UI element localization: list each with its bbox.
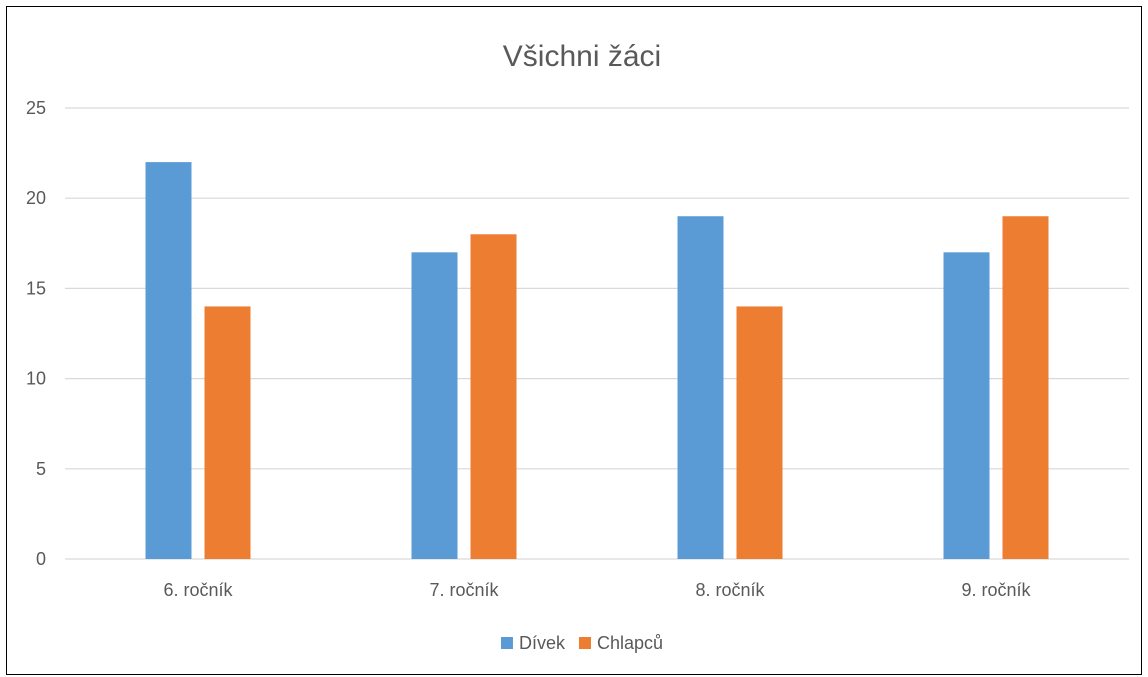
- legend-swatch-2: [578, 637, 591, 649]
- bar-Chlapců-3: [736, 306, 783, 559]
- bar-Dívek-1: [145, 162, 192, 559]
- chart-title: Všichni žáci: [503, 40, 661, 73]
- x-tick-label: 9. ročník: [961, 580, 1031, 600]
- legend: Dívek Chlapců: [500, 633, 663, 653]
- bar-Chlapců-4: [1002, 216, 1049, 560]
- y-tick-label: 25: [26, 98, 46, 118]
- legend-label: Chlapců: [597, 633, 663, 653]
- bar-Dívek-2: [411, 252, 458, 559]
- y-tick-label: 5: [36, 459, 46, 479]
- legend-label: Dívek: [519, 633, 566, 653]
- bar-Chlapců-1: [204, 306, 251, 559]
- bar-Dívek-4: [943, 252, 990, 559]
- bar-Dívek-3: [677, 216, 724, 560]
- y-tick-label: 15: [26, 278, 46, 298]
- bars: [145, 162, 1049, 560]
- x-tick-label: 8. ročník: [695, 580, 765, 600]
- y-axis-ticks: 0 5 10 15 20 25: [26, 98, 46, 569]
- y-tick-label: 10: [26, 369, 46, 389]
- y-tick-label: 0: [36, 549, 46, 569]
- legend-swatch-1: [500, 637, 513, 649]
- y-tick-label: 20: [26, 188, 46, 208]
- x-tick-label: 7. ročník: [429, 580, 499, 600]
- x-axis-ticks: 6. ročník 7. ročník 8. ročník 9. ročník: [163, 580, 1031, 600]
- bar-Chlapců-2: [470, 234, 517, 559]
- x-tick-label: 6. ročník: [163, 580, 233, 600]
